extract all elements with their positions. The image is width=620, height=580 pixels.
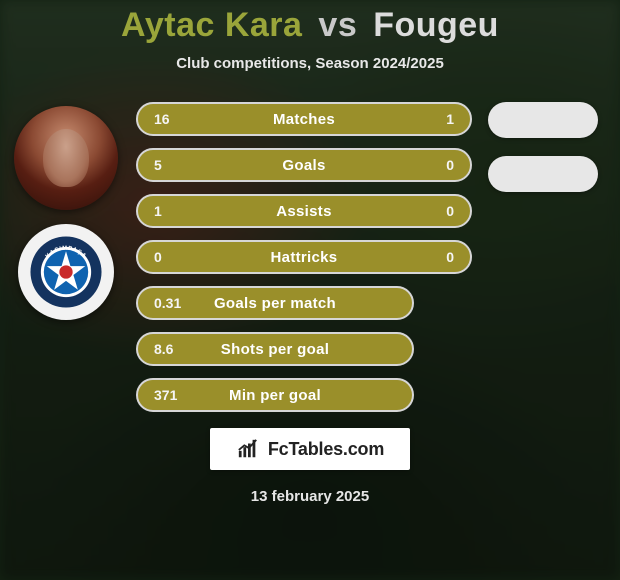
stat-left-value: 0 xyxy=(154,249,186,265)
stat-row-min-per-goal: 371 Min per goal xyxy=(136,378,414,412)
stat-left-value: 16 xyxy=(154,111,186,127)
player-avatar xyxy=(14,106,118,210)
stat-row-shots-per-goal: 8.6 Shots per goal xyxy=(136,332,414,366)
club-badge: KASIMPAŞA xyxy=(18,224,114,320)
title-vs: vs xyxy=(318,6,357,44)
stat-right-value: 0 xyxy=(422,249,454,265)
title-player2: Fougeu xyxy=(373,6,499,44)
stat-row-goals-per-match: 0.31 Goals per match xyxy=(136,286,414,320)
placeholder-pill xyxy=(488,156,598,192)
chart-icon xyxy=(236,438,260,460)
placeholder-pill xyxy=(488,102,598,138)
body-row: KASIMPAŞA 16 Matches 1 5 Goals 0 1 Assis… xyxy=(0,100,620,412)
stat-left-value: 5 xyxy=(154,157,186,173)
stat-row-goals: 5 Goals 0 xyxy=(136,148,472,182)
stat-right-value: 0 xyxy=(422,157,454,173)
stat-row-matches: 16 Matches 1 xyxy=(136,102,472,136)
stat-label: Assists xyxy=(138,203,470,220)
stat-label: Matches xyxy=(138,111,470,128)
date-label: 13 february 2025 xyxy=(251,488,369,505)
stat-label: Hattricks xyxy=(138,249,470,266)
brand-label: FcTables.com xyxy=(268,439,384,460)
club-badge-icon: KASIMPAŞA xyxy=(29,235,103,309)
stat-right-value: 0 xyxy=(422,203,454,219)
stat-left-value: 371 xyxy=(154,387,186,403)
stat-left-value: 8.6 xyxy=(154,341,186,357)
stat-row-hattricks: 0 Hattricks 0 xyxy=(136,240,472,274)
page-title: Aytac Kara vs Fougeu xyxy=(121,6,499,45)
stats-column: 16 Matches 1 5 Goals 0 1 Assists 0 0 Hat… xyxy=(136,100,472,412)
stat-label: Goals xyxy=(138,157,470,174)
left-column: KASIMPAŞA xyxy=(8,100,124,320)
title-player1: Aytac Kara xyxy=(121,6,302,44)
subtitle: Club competitions, Season 2024/2025 xyxy=(176,55,444,72)
stat-left-value: 1 xyxy=(154,203,186,219)
stat-right-value: 1 xyxy=(422,111,454,127)
stat-left-value: 0.31 xyxy=(154,295,186,311)
stat-row-assists: 1 Assists 0 xyxy=(136,194,472,228)
infographic-root: Aytac Kara vs Fougeu Club competitions, … xyxy=(0,0,620,580)
brand-badge: FcTables.com xyxy=(210,428,410,470)
right-column xyxy=(484,100,602,192)
